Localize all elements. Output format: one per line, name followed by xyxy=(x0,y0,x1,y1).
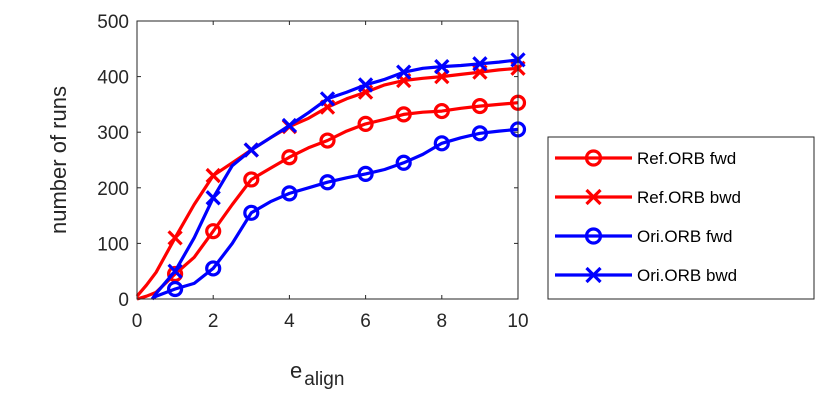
legend-label: Ref.ORB fwd xyxy=(637,149,736,168)
x-axis-label-subscript: align xyxy=(304,369,344,390)
series-3-point xyxy=(472,56,488,72)
y-tick-label: 500 xyxy=(97,12,129,33)
series-0-point xyxy=(395,106,412,123)
y-tick-label: 100 xyxy=(97,234,129,255)
y-axis-label: number of runs xyxy=(46,86,71,234)
series-0-point xyxy=(433,102,450,120)
plot-frame xyxy=(136,20,519,300)
y-tick-label: 0 xyxy=(118,290,129,311)
series-0-point xyxy=(205,223,222,240)
chart-marks xyxy=(135,52,527,301)
series-2-point xyxy=(205,260,222,277)
series-3-point xyxy=(396,64,412,80)
series-1-point xyxy=(167,230,183,246)
x-tick-label: 0 xyxy=(132,311,143,332)
x-tick-label: 2 xyxy=(208,311,219,332)
series-3-point xyxy=(281,117,298,134)
series-3-point xyxy=(243,142,259,158)
y-tick-label: 400 xyxy=(97,68,129,89)
series-line-1 xyxy=(135,66,519,298)
x-tick-label: 8 xyxy=(437,311,448,332)
legend-label: Ori.ORB bwd xyxy=(637,266,737,285)
series-3-point xyxy=(167,263,183,279)
series-2-point xyxy=(167,280,184,298)
series-0-point xyxy=(357,115,374,132)
series-0-point xyxy=(319,132,336,149)
legend-swatch-marker xyxy=(585,266,602,284)
chart-axes xyxy=(136,20,519,300)
legend-label: Ref.ORB bwd xyxy=(637,188,741,207)
y-tick-label: 300 xyxy=(97,123,129,144)
series-0-point xyxy=(243,171,260,188)
x-tick-label: 4 xyxy=(284,311,295,332)
series-3-point xyxy=(205,190,221,206)
series-2-point xyxy=(433,135,450,152)
legend: Ref.ORB fwd Ref.ORB bwd Ori.ORB fwd Ori.ORB… xyxy=(547,136,815,300)
series-0-point xyxy=(167,265,184,283)
legend-swatch-marker xyxy=(584,227,603,245)
x-axis-label-main: e xyxy=(290,358,302,383)
legend-swatch-marker xyxy=(584,149,603,167)
series-1-point xyxy=(205,167,221,184)
series-3-point xyxy=(357,77,374,93)
series-2-point xyxy=(471,125,488,142)
series-2-point xyxy=(319,174,336,191)
legend-swatch-marker xyxy=(585,188,602,206)
series-0-point xyxy=(281,149,298,166)
series-2-point xyxy=(357,165,374,182)
series-3-point xyxy=(319,91,336,107)
legend-label: Ori.ORB fwd xyxy=(637,227,732,246)
y-tick-label: 200 xyxy=(97,179,129,200)
series-2-point xyxy=(281,185,298,202)
x-tick-label: 10 xyxy=(507,311,528,332)
x-axis-label: e align xyxy=(290,358,344,390)
series-0-point xyxy=(471,97,488,115)
series-line-2 xyxy=(151,127,519,301)
series-2-point xyxy=(395,154,412,171)
series-line-0 xyxy=(136,101,519,301)
x-tick-label: 6 xyxy=(360,311,371,332)
series-2-point xyxy=(243,204,260,221)
series-3-point xyxy=(434,58,450,75)
